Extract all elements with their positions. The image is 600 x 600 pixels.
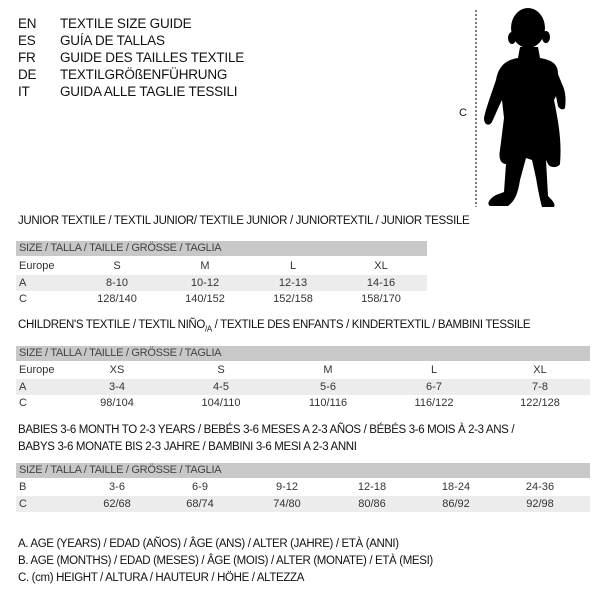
table-cell: 9-12 bbox=[275, 481, 299, 493]
language-code: IT bbox=[18, 84, 30, 99]
table-cell: 6-9 bbox=[192, 481, 208, 493]
table-cell: 4-5 bbox=[213, 380, 229, 393]
table-cell: 104/110 bbox=[201, 397, 241, 409]
legend-a: A. AGE (YEARS) / EDAD (AÑOS) / ÂGE (ANS)… bbox=[18, 538, 399, 550]
table-row: B 3-6 6-9 9-12 12-18 18-24 24-36 bbox=[16, 479, 590, 495]
table-row: A 3-4 4-5 5-6 6-7 7-8 bbox=[16, 378, 590, 395]
table-cell: 10-12 bbox=[190, 276, 220, 289]
table-cell: 7-8 bbox=[532, 380, 548, 393]
table-cell: 128/140 bbox=[97, 293, 137, 305]
table-cell: 3-4 bbox=[109, 380, 125, 393]
language-title: TEXTILE SIZE GUIDE bbox=[60, 16, 192, 31]
table-cell: XL bbox=[374, 260, 388, 272]
table-cell: 62/68 bbox=[103, 497, 131, 510]
table-cell: 24-36 bbox=[525, 481, 555, 493]
baby-silhouette-icon bbox=[475, 8, 566, 207]
language-code: DE bbox=[18, 67, 37, 82]
height-measure-label: C bbox=[459, 107, 467, 119]
table-cell: M bbox=[200, 260, 210, 272]
language-list: EN TEXTILE SIZE GUIDE ES GUÍA DE TALLAS FR… bbox=[18, 15, 244, 100]
title-text: CHILDREN'S TEXTILE / TEXTIL NIÑO bbox=[18, 319, 205, 331]
babies-table-header: SIZE / TALLA / TAILLE / GRÖSSE / TAGLIA bbox=[16, 463, 590, 478]
table-row: C 62/68 68/74 74/80 80/86 86/92 92/98 bbox=[16, 495, 590, 512]
junior-table-header: SIZE / TALLA / TAILLE / GRÖSSE / TAGLIA bbox=[16, 241, 427, 256]
language-de: DE TEXTILGRÖßENFÜHRUNG bbox=[18, 66, 244, 83]
legend-b: B. AGE (MONTHS) / EDAD (MESES) / ÂGE (MO… bbox=[18, 555, 433, 567]
row-label: A bbox=[19, 380, 27, 393]
table-cell: 18-24 bbox=[441, 481, 471, 493]
row-label: C bbox=[19, 293, 27, 305]
table-cell: 116/122 bbox=[414, 397, 454, 409]
table-row: C 128/140 140/152 152/158 158/170 bbox=[16, 291, 427, 307]
table-cell: 140/152 bbox=[185, 293, 225, 305]
table-cell: 98/104 bbox=[100, 397, 134, 409]
row-label: C bbox=[19, 397, 27, 409]
children-section-title: CHILDREN'S TEXTILE / TEXTIL NIÑO/A / TEX… bbox=[18, 319, 531, 334]
table-cell: 158/170 bbox=[361, 293, 401, 305]
title-suffix: /A bbox=[204, 324, 212, 334]
language-it: IT GUIDA ALLE TAGLIE TESSILI bbox=[18, 83, 244, 100]
language-code: FR bbox=[18, 50, 36, 65]
table-cell: L bbox=[289, 260, 297, 272]
table-cell: 110/116 bbox=[308, 397, 348, 409]
language-title: GUÍA DE TALLAS bbox=[60, 33, 165, 48]
table-cell: XL bbox=[533, 364, 547, 376]
children-table-header: SIZE / TALLA / TAILLE / GRÖSSE / TAGLIA bbox=[16, 346, 590, 361]
table-cell: XS bbox=[109, 364, 125, 376]
table-row: A 8-10 10-12 12-13 14-16 bbox=[16, 274, 427, 291]
junior-section-title: JUNIOR TEXTILE / TEXTIL JUNIOR/ TEXTILE … bbox=[18, 215, 470, 227]
language-title: GUIDA ALLE TAGLIE TESSILI bbox=[60, 84, 238, 99]
table-cell: 12-13 bbox=[278, 276, 308, 289]
table-cell: 92/98 bbox=[526, 497, 554, 510]
table-cell: 152/158 bbox=[273, 293, 313, 305]
table-cell: 86/92 bbox=[442, 497, 470, 510]
table-cell: 12-18 bbox=[357, 481, 387, 493]
table-cell: 3-6 bbox=[109, 481, 125, 493]
table-cell: 5-6 bbox=[320, 380, 336, 393]
table-cell: 8-10 bbox=[105, 276, 129, 289]
table-row: C 98/104 104/110 110/116 116/122 122/128 bbox=[16, 395, 590, 411]
language-code: EN bbox=[18, 16, 37, 31]
language-es: ES GUÍA DE TALLAS bbox=[18, 32, 244, 49]
table-cell: M bbox=[323, 364, 333, 376]
title-text: / TEXTILE DES ENFANTS / KINDERTEXTIL / B… bbox=[211, 319, 531, 331]
legend-c: C. (cm) HEIGHT / ALTURA / HAUTEUR / HÖHE… bbox=[18, 572, 305, 584]
language-code: ES bbox=[18, 33, 36, 48]
table-cell: 74/80 bbox=[273, 497, 301, 510]
language-title: TEXTILGRÖßENFÜHRUNG bbox=[60, 67, 228, 82]
row-label: B bbox=[19, 481, 27, 493]
row-label: Europe bbox=[19, 364, 55, 376]
row-label: Europe bbox=[19, 260, 55, 272]
table-cell: 6-7 bbox=[426, 380, 442, 393]
language-fr: FR GUIDE DES TAILLES TEXTILE bbox=[18, 49, 244, 66]
table-row: Europe XS S M L XL bbox=[16, 362, 590, 378]
language-en: EN TEXTILE SIZE GUIDE bbox=[18, 15, 244, 32]
row-label: C bbox=[19, 497, 27, 510]
table-cell: S bbox=[217, 364, 225, 376]
table-cell: 14-16 bbox=[366, 276, 396, 289]
table-cell: S bbox=[113, 260, 121, 272]
table-cell: 68/74 bbox=[186, 497, 214, 510]
babies-section-title-line2: BABYS 3-6 MONATE BIS 2-3 JAHRE / BAMBINI… bbox=[18, 441, 357, 453]
babies-section-title-line1: BABIES 3-6 MONTH TO 2-3 YEARS / BEBÉS 3-… bbox=[18, 424, 515, 436]
table-cell: L bbox=[430, 364, 438, 376]
table-row: Europe S M L XL bbox=[16, 258, 427, 274]
table-cell: 80/86 bbox=[358, 497, 386, 510]
table-cell: 122/128 bbox=[520, 397, 560, 409]
row-label: A bbox=[19, 276, 27, 289]
language-title: GUIDE DES TAILLES TEXTILE bbox=[60, 50, 245, 65]
